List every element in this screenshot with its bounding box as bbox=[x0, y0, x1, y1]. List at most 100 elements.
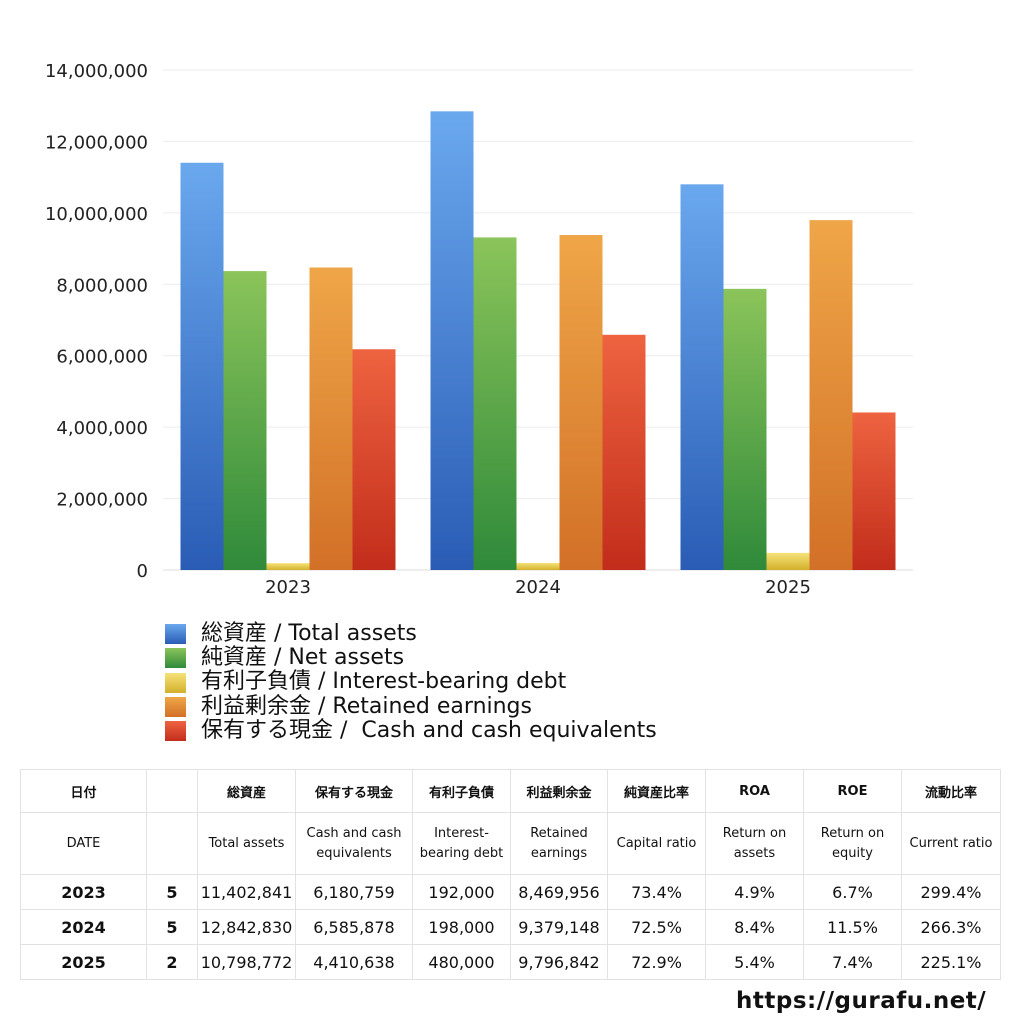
header-cell: Current ratio bbox=[901, 812, 1001, 875]
y-axis-ticks: 0 2,000,000 4,000,000 6,000,000 8,000,000 10,… bbox=[45, 61, 148, 582]
legend-label: 利益剰余金 / Retained earnings bbox=[201, 693, 532, 719]
table-cell: 8,469,956 bbox=[510, 874, 608, 910]
y-tick-label: 0 bbox=[137, 561, 148, 582]
bar-2023-series-3 bbox=[309, 267, 353, 570]
y-tick-label: 14,000,000 bbox=[45, 61, 148, 82]
table-cell: 225.1% bbox=[901, 944, 1001, 980]
header-cell: DATE bbox=[20, 812, 147, 875]
table-header-en: DATE Total assets Cash and cash equivale… bbox=[20, 812, 1001, 875]
bar-2024-series-1 bbox=[473, 237, 517, 570]
table-cell: 192,000 bbox=[412, 874, 511, 910]
legend-swatch-orange bbox=[165, 696, 186, 717]
bar-2025-series-1 bbox=[723, 288, 767, 570]
table-cell: 6,180,759 bbox=[295, 874, 413, 910]
bar-2024-series-2 bbox=[516, 562, 560, 570]
table-cell: 11.5% bbox=[803, 909, 902, 945]
bar-2023-series-4 bbox=[352, 349, 396, 570]
bar-2025-series-4 bbox=[852, 412, 896, 570]
header-cell: Total assets bbox=[197, 812, 296, 875]
legend-swatch-blue bbox=[165, 624, 186, 645]
header-cell bbox=[146, 769, 198, 813]
table-cell: 72.5% bbox=[607, 909, 706, 945]
table-cell: 8.4% bbox=[705, 909, 804, 945]
table-cell: 5.4% bbox=[705, 944, 804, 980]
table-header-jp: 日付 総資産 保有する現金 有利子負債 利益剰余金 純資産比率 ROA ROE … bbox=[20, 769, 1001, 813]
header-cell: Return on assets bbox=[705, 812, 804, 875]
financial-table: 日付 総資産 保有する現金 有利子負債 利益剰余金 純資産比率 ROA ROE … bbox=[20, 769, 1001, 980]
x-axis-ticks: 2023 2024 2025 bbox=[265, 577, 811, 598]
x-tick-label: 2023 bbox=[265, 577, 311, 598]
chart-legend: 総資産 / Total assets 純資産 / Net assets 有利子負… bbox=[165, 621, 657, 743]
count-cell: 2 bbox=[146, 944, 198, 980]
header-cell bbox=[146, 812, 198, 875]
year-cell: 2024 bbox=[20, 909, 147, 945]
table-cell: 4,410,638 bbox=[295, 944, 413, 980]
y-tick-label: 12,000,000 bbox=[45, 132, 148, 153]
count-cell: 5 bbox=[146, 874, 198, 910]
x-tick-label: 2024 bbox=[515, 577, 561, 598]
y-tick-label: 2,000,000 bbox=[56, 490, 148, 511]
bar-2024-series-0 bbox=[430, 111, 474, 570]
bar-2023-series-1 bbox=[223, 271, 267, 570]
table-cell: 9,379,148 bbox=[510, 909, 608, 945]
site-url[interactable]: https://gurafu.net/ bbox=[736, 988, 987, 1014]
legend-item-cash: 保有する現金 / Cash and cash equivalents bbox=[165, 717, 657, 743]
table-row: 2025 2 10,798,772 4,410,638 480,000 9,79… bbox=[20, 944, 1001, 980]
legend-item-retained-earnings: 利益剰余金 / Retained earnings bbox=[165, 693, 657, 719]
header-cell: 純資産比率 bbox=[607, 769, 706, 813]
table-cell: 73.4% bbox=[607, 874, 706, 910]
legend-swatch-red bbox=[165, 720, 186, 741]
table-cell: 6.7% bbox=[803, 874, 902, 910]
bars bbox=[180, 111, 896, 570]
legend-item-net-assets: 純資産 / Net assets bbox=[165, 646, 657, 670]
header-cell: Return on equity bbox=[803, 812, 902, 875]
table-cell: 4.9% bbox=[705, 874, 804, 910]
table-cell: 11,402,841 bbox=[197, 874, 296, 910]
bar-2024-series-4 bbox=[602, 334, 646, 570]
table-cell: 10,798,772 bbox=[197, 944, 296, 980]
x-tick-label: 2025 bbox=[765, 577, 811, 598]
table-cell: 299.4% bbox=[901, 874, 1001, 910]
legend-label: 総資産 / Total assets bbox=[201, 621, 417, 646]
bar-2023-series-0 bbox=[180, 162, 224, 570]
legend-swatch-yellow bbox=[165, 672, 186, 693]
bar-chart: 0 2,000,000 4,000,000 6,000,000 8,000,000 10,… bbox=[45, 61, 913, 598]
gridlines bbox=[163, 69, 913, 571]
table-cell: 6,585,878 bbox=[295, 909, 413, 945]
header-cell: ROA bbox=[705, 769, 804, 813]
header-cell: 総資産 bbox=[197, 769, 296, 813]
bar-2025-series-0 bbox=[680, 184, 724, 570]
table-row: 2023 5 11,402,841 6,180,759 192,000 8,46… bbox=[20, 874, 1001, 910]
table-cell: 12,842,830 bbox=[197, 909, 296, 945]
legend-swatch-green bbox=[165, 648, 186, 669]
header-cell: 流動比率 bbox=[901, 769, 1001, 813]
table-cell: 266.3% bbox=[901, 909, 1001, 945]
bar-2023-series-2 bbox=[266, 563, 310, 570]
table-cell: 7.4% bbox=[803, 944, 902, 980]
bar-2025-series-3 bbox=[809, 220, 853, 570]
legend-item-interest-bearing-debt: 有利子負債 / Interest-bearing debt bbox=[165, 670, 657, 694]
header-cell: 有利子負債 bbox=[412, 769, 511, 813]
year-cell: 2025 bbox=[20, 944, 147, 980]
table-row: 2024 5 12,842,830 6,585,878 198,000 9,37… bbox=[20, 909, 1001, 945]
header-cell: 日付 bbox=[20, 769, 147, 813]
header-cell: 保有する現金 bbox=[295, 769, 413, 813]
year-cell: 2023 bbox=[20, 874, 147, 910]
header-cell: ROE bbox=[803, 769, 902, 813]
header-cell: Retained earnings bbox=[510, 812, 608, 875]
header-cell: Interest-bearing debt bbox=[412, 812, 511, 875]
count-cell: 5 bbox=[146, 909, 198, 945]
table-cell: 480,000 bbox=[412, 944, 511, 980]
y-tick-label: 8,000,000 bbox=[56, 275, 148, 296]
table-cell: 198,000 bbox=[412, 909, 511, 945]
header-cell: Cash and cash equivalents bbox=[295, 812, 413, 875]
bar-2025-series-2 bbox=[766, 552, 810, 570]
legend-label: 純資産 / Net assets bbox=[201, 645, 405, 671]
table-cell: 72.9% bbox=[607, 944, 706, 980]
y-tick-label: 10,000,000 bbox=[45, 204, 148, 225]
legend-label: 保有する現金 / Cash and cash equivalents bbox=[201, 717, 657, 743]
header-cell: Capital ratio bbox=[607, 812, 706, 875]
header-cell: 利益剰余金 bbox=[510, 769, 608, 813]
bar-2024-series-3 bbox=[559, 235, 603, 570]
y-tick-label: 4,000,000 bbox=[56, 418, 148, 439]
